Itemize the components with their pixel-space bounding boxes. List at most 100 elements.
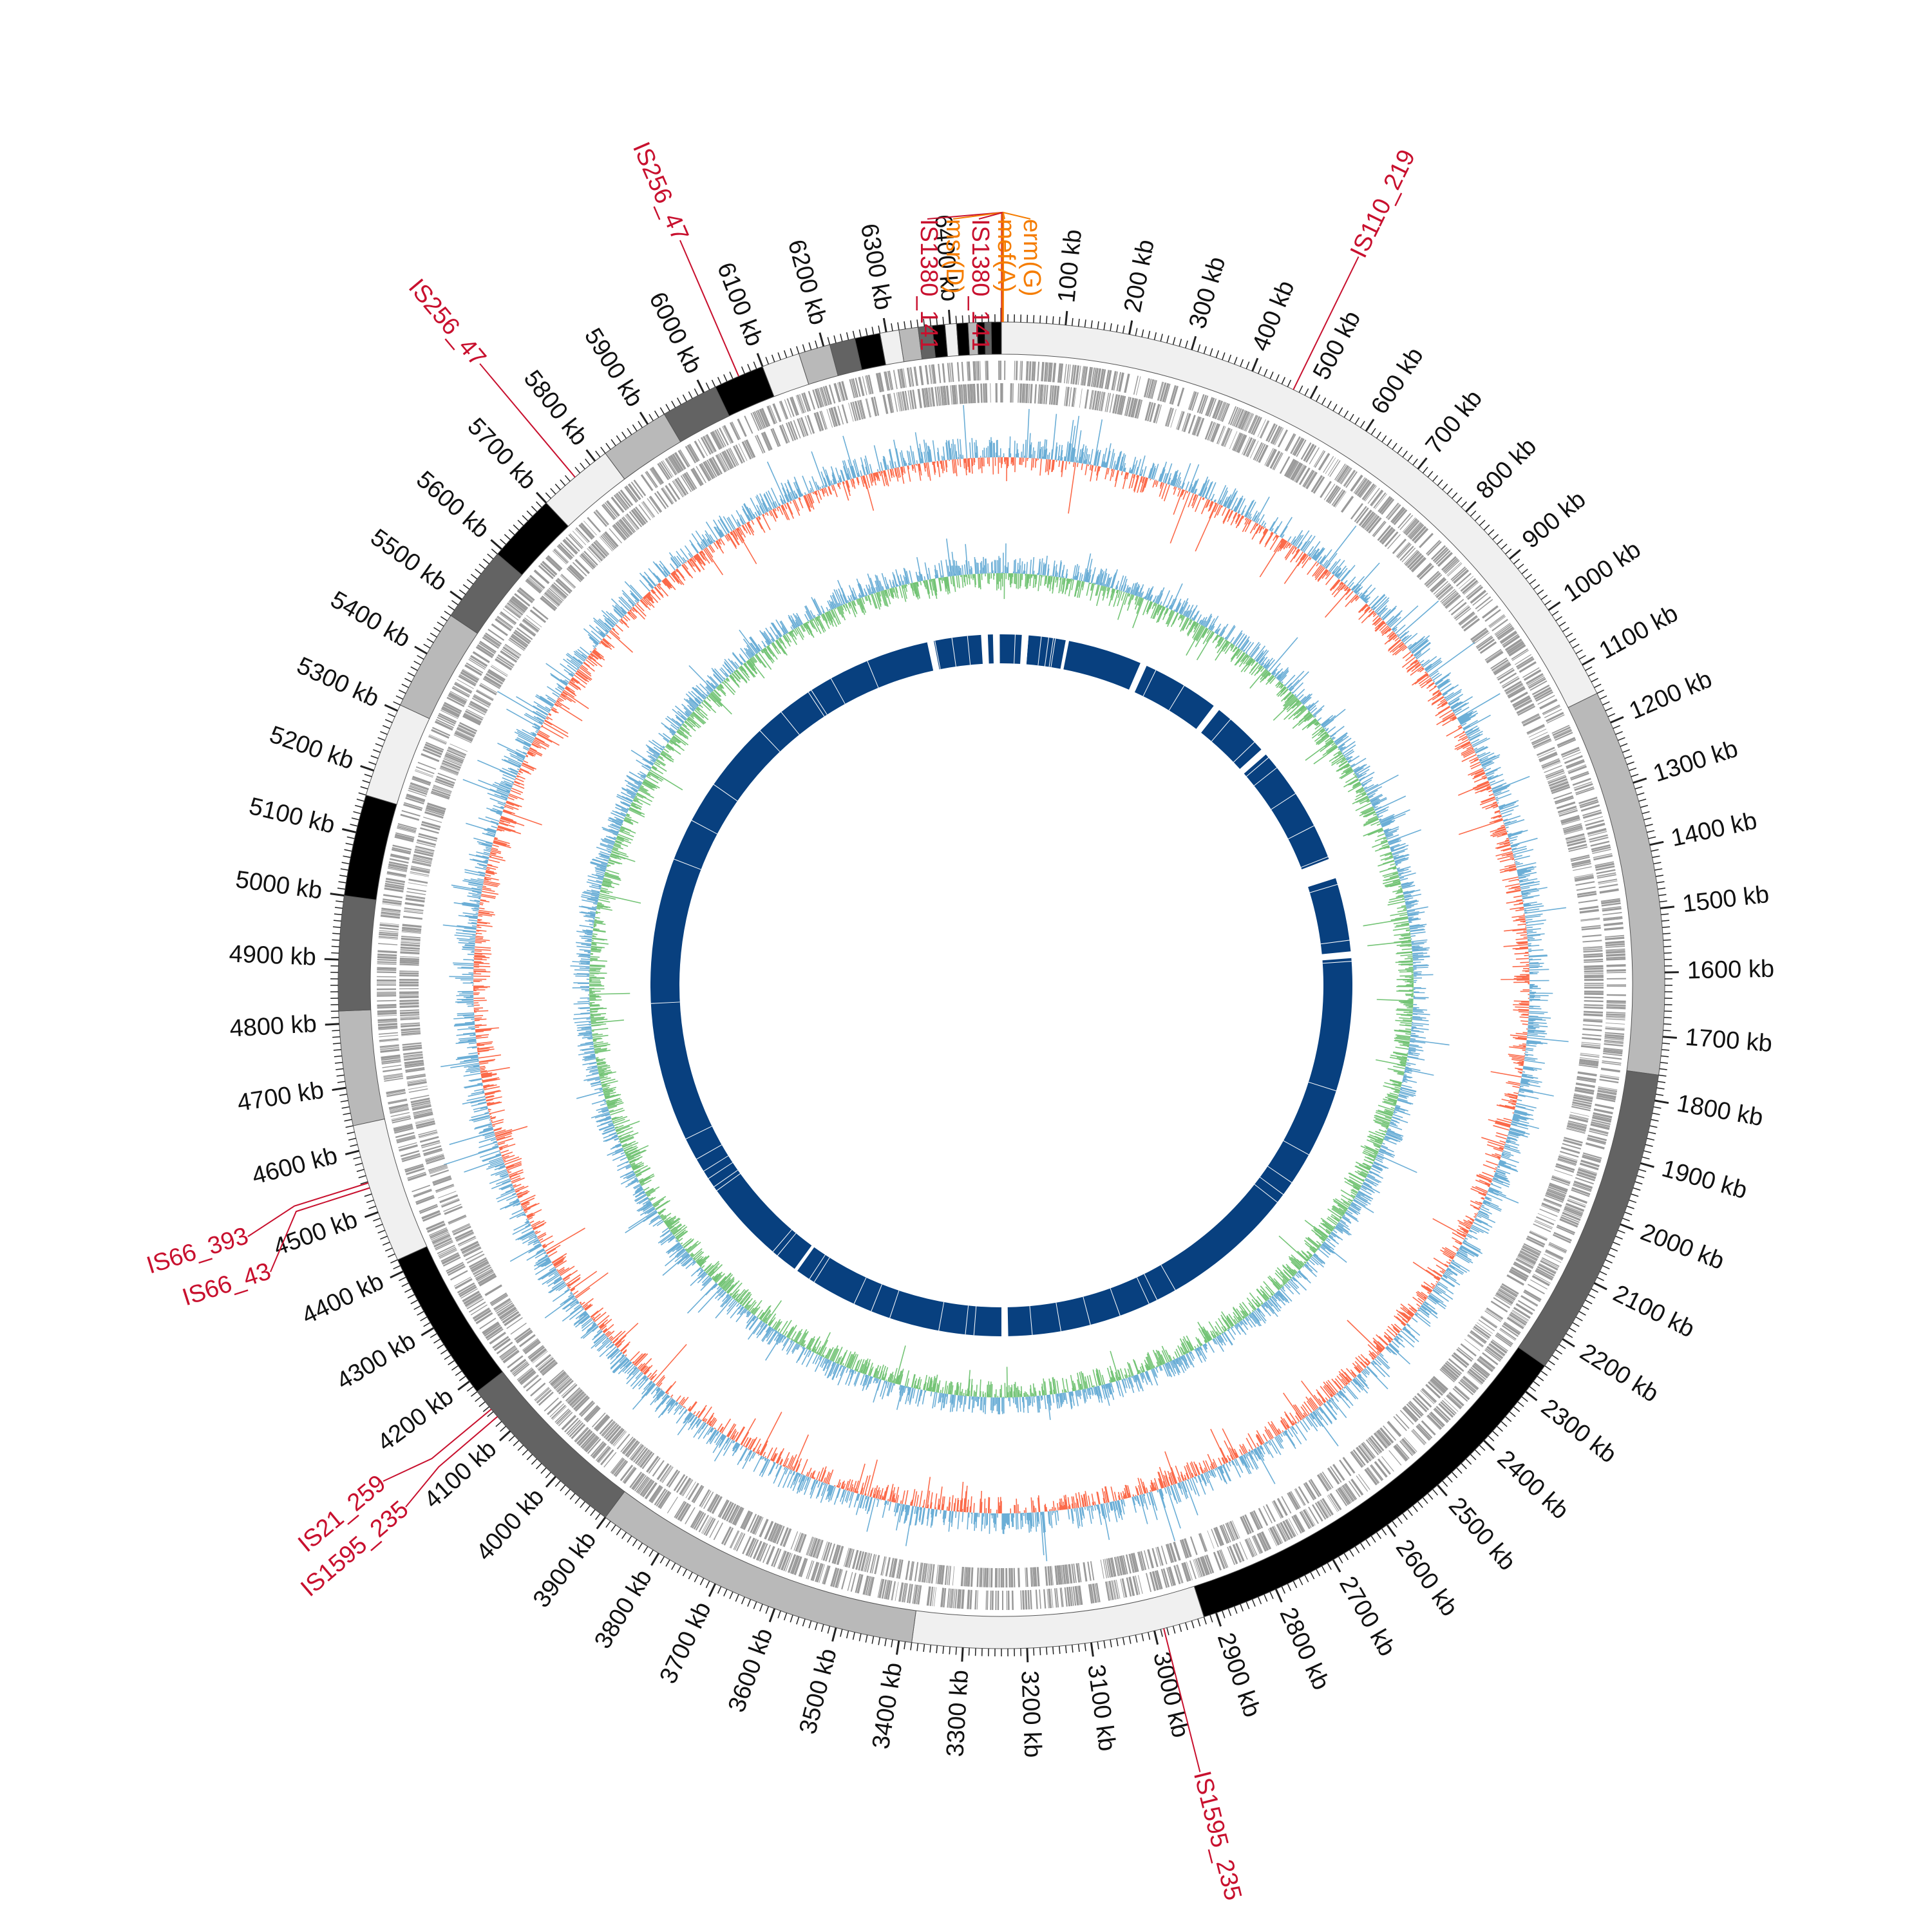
minor-tick — [360, 786, 368, 790]
cds-feature — [532, 1350, 548, 1364]
cds-feature — [1345, 471, 1358, 488]
coverage-block — [1308, 878, 1351, 954]
cds-feature — [1339, 1459, 1352, 1477]
minor-tick — [1052, 316, 1054, 325]
cds-feature — [604, 502, 618, 518]
cds-feature — [1411, 557, 1426, 573]
cds-feature — [1111, 1580, 1116, 1600]
cds-feature — [667, 1497, 678, 1514]
cds-feature — [612, 525, 626, 541]
cds-feature — [378, 1032, 398, 1035]
cds-feature — [663, 487, 674, 504]
minor-tick — [1613, 724, 1621, 729]
cds-feature — [612, 1430, 626, 1446]
cds-feature — [1406, 552, 1421, 567]
cds-feature — [1541, 759, 1560, 767]
cds-feature — [1569, 1116, 1589, 1123]
cds-feature — [1302, 469, 1314, 487]
minor-tick — [531, 506, 538, 513]
cds-feature — [1452, 1388, 1468, 1402]
cds-feature — [556, 545, 572, 560]
cds-feature — [400, 1022, 420, 1025]
cds-feature — [1356, 479, 1370, 497]
cds-feature — [783, 1528, 792, 1548]
cds-feature — [404, 1056, 424, 1061]
major-tick — [1633, 777, 1647, 784]
cds-feature — [742, 1536, 752, 1555]
cds-feature — [1227, 1546, 1236, 1566]
cds-feature — [1519, 1251, 1538, 1262]
cds-feature — [814, 388, 822, 408]
cds-feature — [1579, 1162, 1599, 1171]
cds-feature — [692, 1511, 703, 1529]
cds-feature — [871, 397, 878, 417]
minor-tick — [1240, 1604, 1244, 1612]
cds-feature — [983, 383, 985, 403]
minor-tick — [1227, 354, 1232, 363]
cds-feature — [778, 1550, 787, 1569]
minor-tick — [395, 695, 404, 700]
cds-feature — [921, 388, 927, 408]
cds-feature — [421, 1140, 440, 1147]
minor-tick — [1122, 1637, 1125, 1645]
cds-feature — [431, 726, 451, 737]
cds-feature — [1567, 840, 1587, 847]
cds-feature — [1432, 547, 1448, 562]
cds-feature — [1548, 1184, 1568, 1193]
coverage-gap-line — [777, 1233, 797, 1256]
cds-feature — [1296, 439, 1307, 457]
cds-feature — [1490, 1300, 1508, 1313]
cds-feature — [1191, 392, 1199, 412]
cds-feature — [526, 614, 542, 628]
cds-feature — [1477, 1358, 1493, 1372]
cds-feature — [1562, 752, 1582, 760]
cds-feature — [615, 522, 629, 538]
cds-feature — [1600, 1074, 1620, 1078]
cds-feature — [1244, 413, 1253, 431]
cds-feature — [475, 646, 493, 659]
coverage-gap-line — [1014, 634, 1016, 664]
cds-feature — [1409, 1401, 1424, 1416]
major-tick — [1582, 657, 1595, 666]
cds-feature — [530, 1348, 547, 1362]
cds-feature — [514, 592, 531, 607]
cds-feature — [1338, 466, 1350, 484]
cds-feature — [620, 1436, 634, 1453]
cds-feature — [726, 1503, 737, 1522]
cds-feature — [1406, 1403, 1421, 1419]
cds-feature — [687, 444, 699, 462]
cds-feature — [729, 1530, 739, 1548]
cds-feature — [389, 1106, 409, 1111]
coverage-gap-line — [1029, 1306, 1033, 1335]
cds-feature — [1075, 365, 1080, 385]
cds-feature — [1320, 480, 1332, 498]
cds-feature — [967, 361, 971, 381]
minor-tick — [1153, 332, 1157, 340]
cds-feature — [537, 1356, 553, 1369]
cds-feature — [1517, 1255, 1535, 1265]
cds-feature — [475, 1269, 494, 1281]
cds-feature — [1321, 1472, 1334, 1488]
tick-label: 3200 kb — [1016, 1670, 1046, 1758]
minor-tick — [346, 1132, 355, 1135]
cds-feature — [437, 717, 455, 726]
minor-tick — [1645, 1144, 1653, 1147]
cds-feature — [466, 708, 484, 719]
cds-feature — [1041, 362, 1045, 382]
cds-feature — [518, 589, 534, 602]
minor-tick — [643, 1546, 649, 1553]
minor-tick — [1647, 1137, 1655, 1141]
cds-feature — [1502, 634, 1519, 646]
cds-feature — [598, 1448, 612, 1463]
minor-tick — [433, 627, 441, 632]
cds-feature — [1068, 364, 1071, 384]
minor-tick — [1084, 319, 1086, 328]
cds-feature — [1584, 972, 1604, 974]
cds-feature — [1035, 1589, 1038, 1609]
cds-feature — [457, 679, 474, 689]
minor-tick — [404, 677, 412, 683]
cds-feature — [1334, 491, 1347, 508]
cds-feature — [1050, 363, 1053, 383]
cds-feature — [1153, 404, 1160, 424]
minor-tick — [871, 1636, 875, 1644]
